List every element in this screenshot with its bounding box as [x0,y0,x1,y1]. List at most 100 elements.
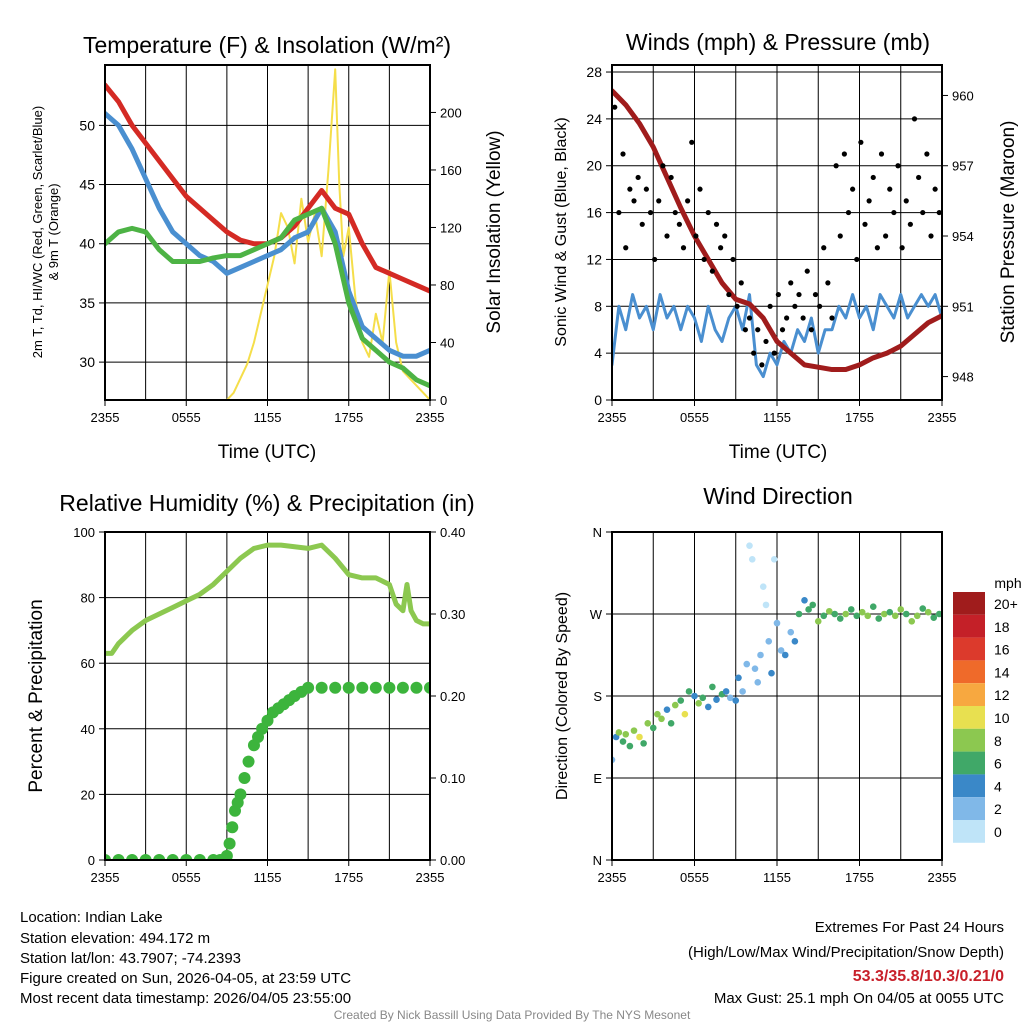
y-tick-label: 16 [586,205,602,221]
y-tick-label: W [590,607,603,622]
wind-direction-point [897,606,905,613]
gust-point [755,327,761,333]
wind-direction-point [913,612,921,620]
precipitation-point [410,681,423,694]
extremes-values: 53.3/35.8/10.3/0.21/0 [853,968,1004,985]
td-line [105,205,430,389]
precipitation-point [139,854,152,860]
x-tick-label: 1755 [334,870,363,885]
gust-point [870,174,876,181]
wind-direction-point [805,606,812,613]
temp-panel-title: Temperature (F) & Insolation (W/m²) [83,32,451,58]
right-y-tick-label: 200 [440,105,462,120]
wind-direction-point [902,610,910,618]
gust-point [697,186,703,192]
info-latest: Most recent data timestamp: 2026/04/05 2… [20,990,351,1007]
wind-direction-point [704,703,712,711]
wind-direction-point [732,697,740,704]
gust-point [858,139,864,145]
wind-direction-point [831,610,839,618]
wind-direction-point [667,720,675,727]
right-y-tick-label: 0.30 [440,607,465,622]
y-tick-label: S [593,689,602,704]
right-y-tick-label: 0.00 [440,853,465,868]
dir-plot-frame [611,531,943,861]
x-tick-label: 0555 [172,410,201,425]
gust-point [676,221,682,227]
wind-direction-point [820,612,828,620]
colorbar-swatch [953,728,985,752]
gust-point [874,245,880,251]
wind-direction-point [765,638,773,645]
wind-direction-point [757,651,764,659]
x-tick-label: 2355 [928,870,957,885]
gust-point [903,198,909,204]
colorbar-swatch [953,614,985,638]
speed-colorbar: mph 20+ 18 16 14 12 10 8 6 4 2 0 [953,575,1022,843]
wind-direction-point [658,715,665,723]
y-tick-label: 30 [79,354,95,370]
gust-point [883,233,889,239]
y-tick-label: 20 [586,158,602,174]
gust-point [850,186,856,192]
wind-direction-point [781,651,789,659]
gust-point [660,163,666,169]
colorbar-label: 16 [994,642,1010,658]
wind-direction-point [644,720,652,727]
precipitation-point [166,854,179,860]
y-tick-label: 8 [594,298,602,314]
gust-point [775,291,781,298]
right-y-tick-label: 960 [952,88,974,103]
gust-point [788,280,794,286]
wind-direction-point [836,615,844,622]
precipitation-point [112,854,125,860]
gust-point [635,174,641,181]
gust-point [709,268,715,274]
wind-direction-point [691,692,698,700]
wind-direction-point [858,608,866,616]
wind-direction-point [825,607,833,615]
precipitation-point [242,755,255,768]
gust-point [916,174,922,181]
wind-y-axis-label: Sonic Wind & Gust (Blue, Black) [553,117,570,346]
gust-point [817,303,823,309]
gust-point [911,116,918,122]
gust-point [656,198,662,204]
gust-point [685,198,691,204]
gust-point [616,209,622,216]
rh-series-group [105,542,430,860]
precipitation-point [226,821,239,834]
gust-point [759,362,765,368]
hi-wc-line [105,111,430,359]
wind-direction-point [809,601,817,609]
x-tick-label: 0555 [172,870,201,885]
colorbar-label: 20+ [994,596,1018,612]
temp-series-group [105,68,430,400]
x-tick-label: 0555 [680,410,709,425]
credit: Created By Nick Bassill Using Data Provi… [334,1008,691,1022]
wind-direction-point [677,697,685,704]
temp-y-axis-label-line1: 2m T, Td, HI/WC (Red, Green, Scarlet/Blu… [30,106,45,358]
gust-point [713,221,720,227]
precipitation-point [193,854,206,860]
dir-panel: N E S W N 2355 0555 1155 1755 2355 [590,525,957,885]
precipitation-point [126,854,139,860]
wind-panel-title: Winds (mph) & Pressure (mb) [626,29,930,55]
gust-point [784,315,790,321]
wind-direction-point [787,628,795,636]
wind-direction-point [842,610,850,618]
colorbar-swatch [953,797,985,820]
wind-right-axis-label: Station Pressure (Maroon) [998,121,1019,344]
gust-point [738,280,744,286]
rh-panel: 0 20 40 60 80 100 0.00 0.10 0.20 0.30 0.40 2355 0555… [73,525,465,885]
precipitation-point [315,681,328,694]
precipitation-point [220,849,233,860]
wind-plot-frame [611,64,943,401]
y-tick-label: E [593,771,602,786]
colorbar-swatch [953,706,985,729]
gust-point [767,303,773,309]
x-tick-label: 2355 [416,410,445,425]
gust-point [623,245,629,251]
wind-direction-point [636,733,643,741]
precipitation-point [329,681,342,694]
